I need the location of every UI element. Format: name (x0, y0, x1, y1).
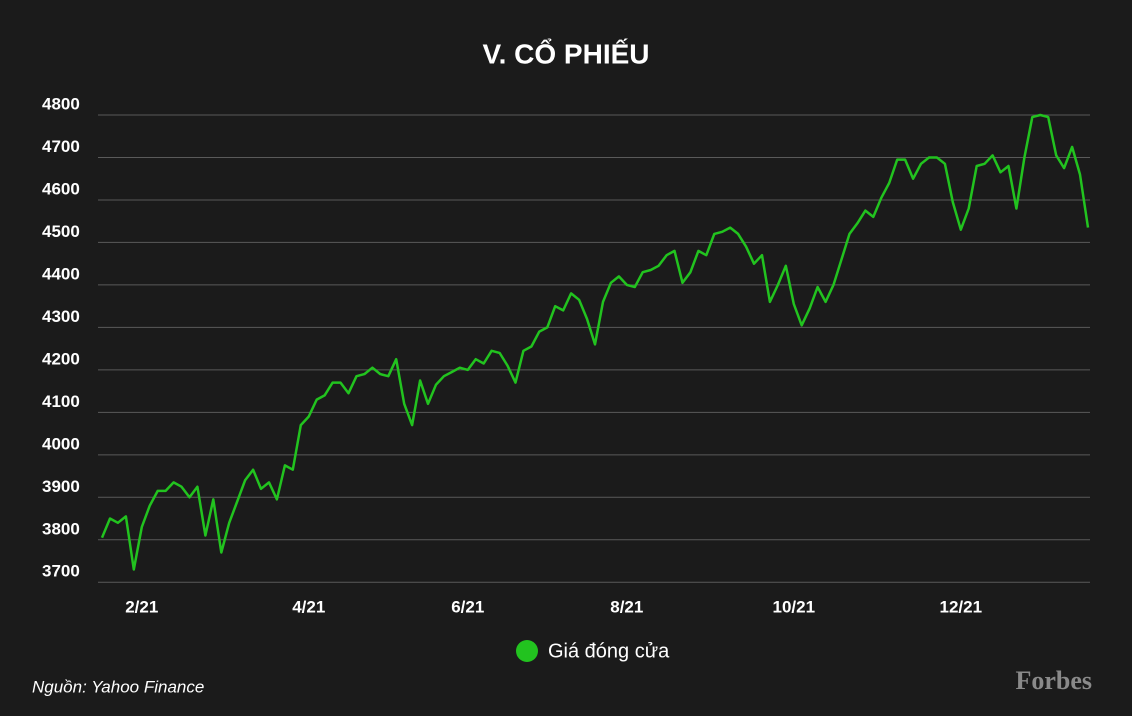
chart-title: V. CỔ PHIẾU (482, 38, 649, 69)
y-tick-label: 4400 (42, 264, 80, 283)
y-tick-label: 4200 (42, 349, 80, 368)
y-tick-label: 4500 (42, 222, 80, 241)
y-tick-label: 3900 (42, 477, 80, 496)
y-tick-label: 4800 (42, 94, 80, 113)
x-tick-label: 10/21 (773, 597, 816, 616)
price-line (100, 113, 1090, 571)
y-tick-label: 4600 (42, 179, 80, 198)
x-tick-label: 12/21 (940, 597, 983, 616)
y-tick-label: 3700 (42, 562, 80, 581)
brand: Forbes (1015, 666, 1092, 695)
y-tick-label: 4300 (42, 307, 80, 326)
source: Nguồn: Yahoo Finance (32, 677, 204, 696)
x-tick-label: 6/21 (451, 597, 484, 616)
y-tick-label: 3800 (42, 519, 80, 538)
y-tick-label: 4100 (42, 392, 80, 411)
y-tick-label: 4700 (42, 137, 80, 156)
x-tick-label: 8/21 (610, 597, 643, 616)
x-tick-label: 4/21 (292, 597, 325, 616)
x-tick-label: 2/21 (125, 597, 158, 616)
legend-swatch (516, 640, 538, 662)
y-tick-label: 4000 (42, 434, 80, 453)
legend-label: Giá đóng cửa (548, 640, 670, 662)
